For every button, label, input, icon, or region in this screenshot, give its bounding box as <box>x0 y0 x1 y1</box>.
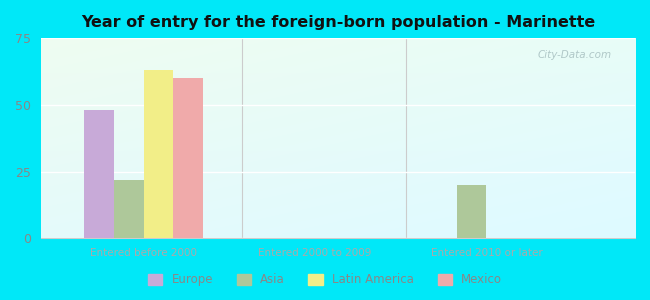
Bar <box>114 180 144 238</box>
Bar <box>144 70 174 238</box>
Bar <box>174 78 203 238</box>
Title: Year of entry for the foreign-born population - Marinette: Year of entry for the foreign-born popul… <box>81 15 595 30</box>
Bar <box>457 185 486 238</box>
Legend: Europe, Asia, Latin America, Mexico: Europe, Asia, Latin America, Mexico <box>143 269 507 291</box>
Text: City-Data.com: City-Data.com <box>537 50 611 60</box>
Bar <box>84 110 114 238</box>
